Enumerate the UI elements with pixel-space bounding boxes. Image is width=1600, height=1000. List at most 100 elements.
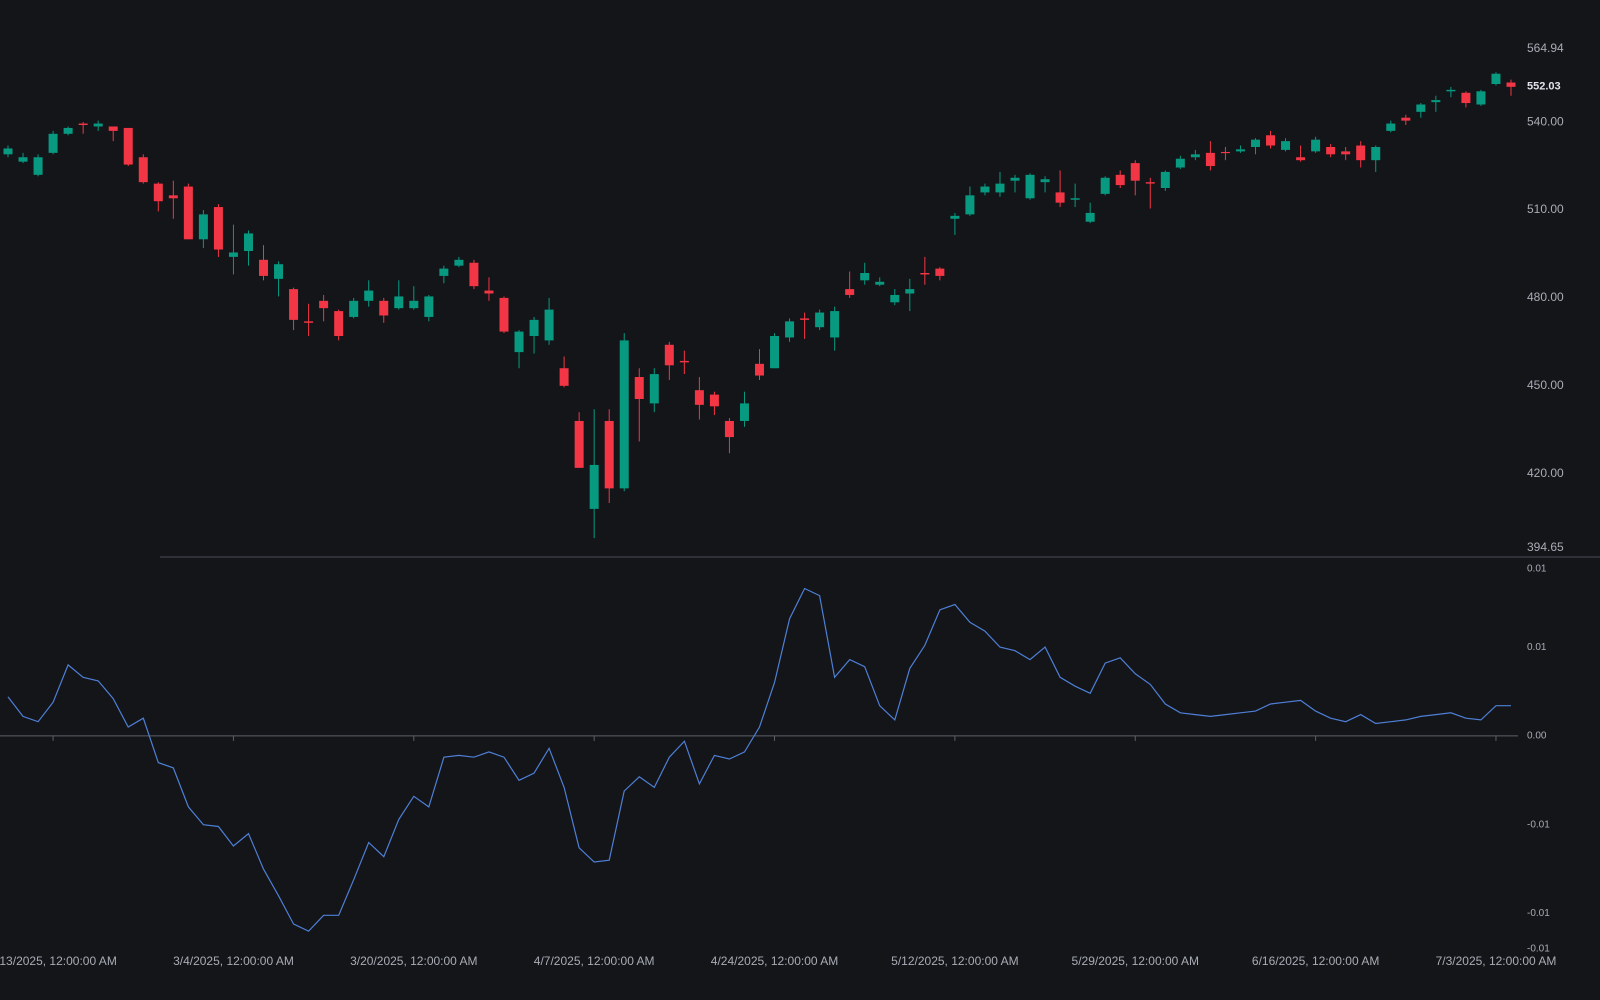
candle-body	[1506, 82, 1516, 87]
y-tick-label: -0.01	[1527, 819, 1550, 830]
candle-body	[123, 127, 133, 165]
last-price-label: 552.03	[1527, 81, 1561, 93]
candle-body	[1281, 141, 1291, 150]
candle-body	[845, 289, 855, 295]
x-tick-label: 3/4/2025, 12:00:00 AM	[173, 954, 294, 968]
candle-body	[875, 281, 885, 285]
candle-body	[830, 311, 840, 338]
candle-body	[785, 321, 795, 338]
candle-body	[679, 360, 689, 363]
candle-body	[1416, 104, 1426, 112]
candle-body	[1446, 89, 1456, 92]
candle-body	[604, 420, 614, 489]
y-tick-label: 450.00	[1527, 378, 1564, 392]
candle-body	[18, 157, 28, 162]
candle-body	[709, 394, 719, 407]
candle-body	[980, 186, 990, 193]
candle-body	[33, 157, 43, 175]
candle-body	[995, 183, 1005, 193]
candle-body	[619, 340, 629, 489]
candle-body	[394, 296, 404, 309]
candle-body	[890, 294, 900, 303]
candle-body	[499, 297, 509, 332]
candle-body	[589, 464, 599, 509]
candle-body	[920, 272, 930, 275]
candle-body	[228, 252, 238, 257]
candle-body	[649, 374, 659, 404]
candle-body	[1266, 135, 1276, 146]
candle-body	[694, 390, 704, 405]
candle-body	[574, 420, 584, 468]
candle-body	[1235, 149, 1245, 152]
y-tick-label: -0.01	[1527, 908, 1550, 919]
candle-body	[78, 123, 88, 126]
candle-body	[1476, 91, 1486, 105]
candle-body	[755, 363, 764, 376]
x-tick-label: 4/7/2025, 12:00:00 AM	[534, 954, 655, 968]
candle-body	[3, 148, 13, 155]
candle-body	[183, 186, 193, 240]
y-tick-label: 0.01	[1527, 564, 1547, 575]
x-tick-label: 5/29/2025, 12:00:00 AM	[1072, 954, 1199, 968]
y-tick-label: 510.00	[1527, 202, 1564, 216]
candle-body	[48, 133, 58, 153]
candle-body	[559, 368, 569, 386]
candle-body	[1160, 171, 1170, 189]
candle-body	[319, 300, 329, 309]
y-tick-label: 420.00	[1527, 466, 1564, 480]
candle-body	[664, 344, 674, 366]
candle-body	[1356, 145, 1366, 161]
candle-body	[1100, 177, 1110, 194]
candle-body	[1461, 92, 1471, 104]
candle-body	[439, 268, 449, 276]
candle-body	[1371, 146, 1381, 161]
candle-body	[1070, 198, 1080, 200]
candle-body	[514, 331, 524, 353]
y-tick-label: -0.01	[1527, 944, 1550, 955]
candle-body	[243, 233, 253, 252]
candle-body	[1175, 158, 1185, 168]
candle-body	[424, 296, 434, 317]
candle-body	[724, 420, 734, 438]
candle-body	[1296, 157, 1306, 161]
candle-body	[1205, 152, 1215, 167]
candle-body	[739, 403, 749, 421]
candle-body	[379, 300, 389, 316]
candle-body	[213, 207, 223, 250]
candle-body	[1025, 174, 1035, 199]
candle-body	[634, 377, 644, 399]
y-tick-label: 540.00	[1527, 114, 1564, 128]
candle-body	[770, 335, 780, 369]
candle-body	[138, 157, 148, 183]
x-tick-label: 7/3/2025, 12:00:00 AM	[1436, 954, 1557, 968]
candle-body	[153, 183, 163, 202]
candle-body	[259, 259, 269, 276]
candle-body	[469, 262, 479, 287]
candle-body	[529, 319, 539, 336]
candle-body	[935, 268, 945, 276]
candle-body	[168, 195, 178, 199]
candle-body	[544, 309, 554, 341]
candle-body	[289, 289, 299, 320]
candle-body	[1145, 182, 1155, 184]
candle-body	[63, 127, 73, 134]
y-tick-label: 0.01	[1527, 642, 1547, 653]
candle-body	[1130, 163, 1140, 181]
candle-body	[1190, 154, 1200, 158]
candle-body	[108, 126, 118, 131]
candle-body	[349, 300, 359, 317]
candle-body	[860, 272, 870, 281]
candle-body	[1055, 192, 1065, 203]
candle-body	[815, 312, 825, 328]
candle-body	[274, 264, 284, 279]
y-tick-label: 0.00	[1527, 731, 1547, 742]
candle-body	[1085, 212, 1095, 222]
candle-body	[1341, 151, 1351, 155]
indicator-line	[7, 587, 1511, 932]
y-tick-label: 564.94	[1527, 41, 1564, 55]
candle-body	[1386, 123, 1396, 131]
candle-body	[93, 123, 103, 127]
candle-body	[1326, 146, 1336, 155]
